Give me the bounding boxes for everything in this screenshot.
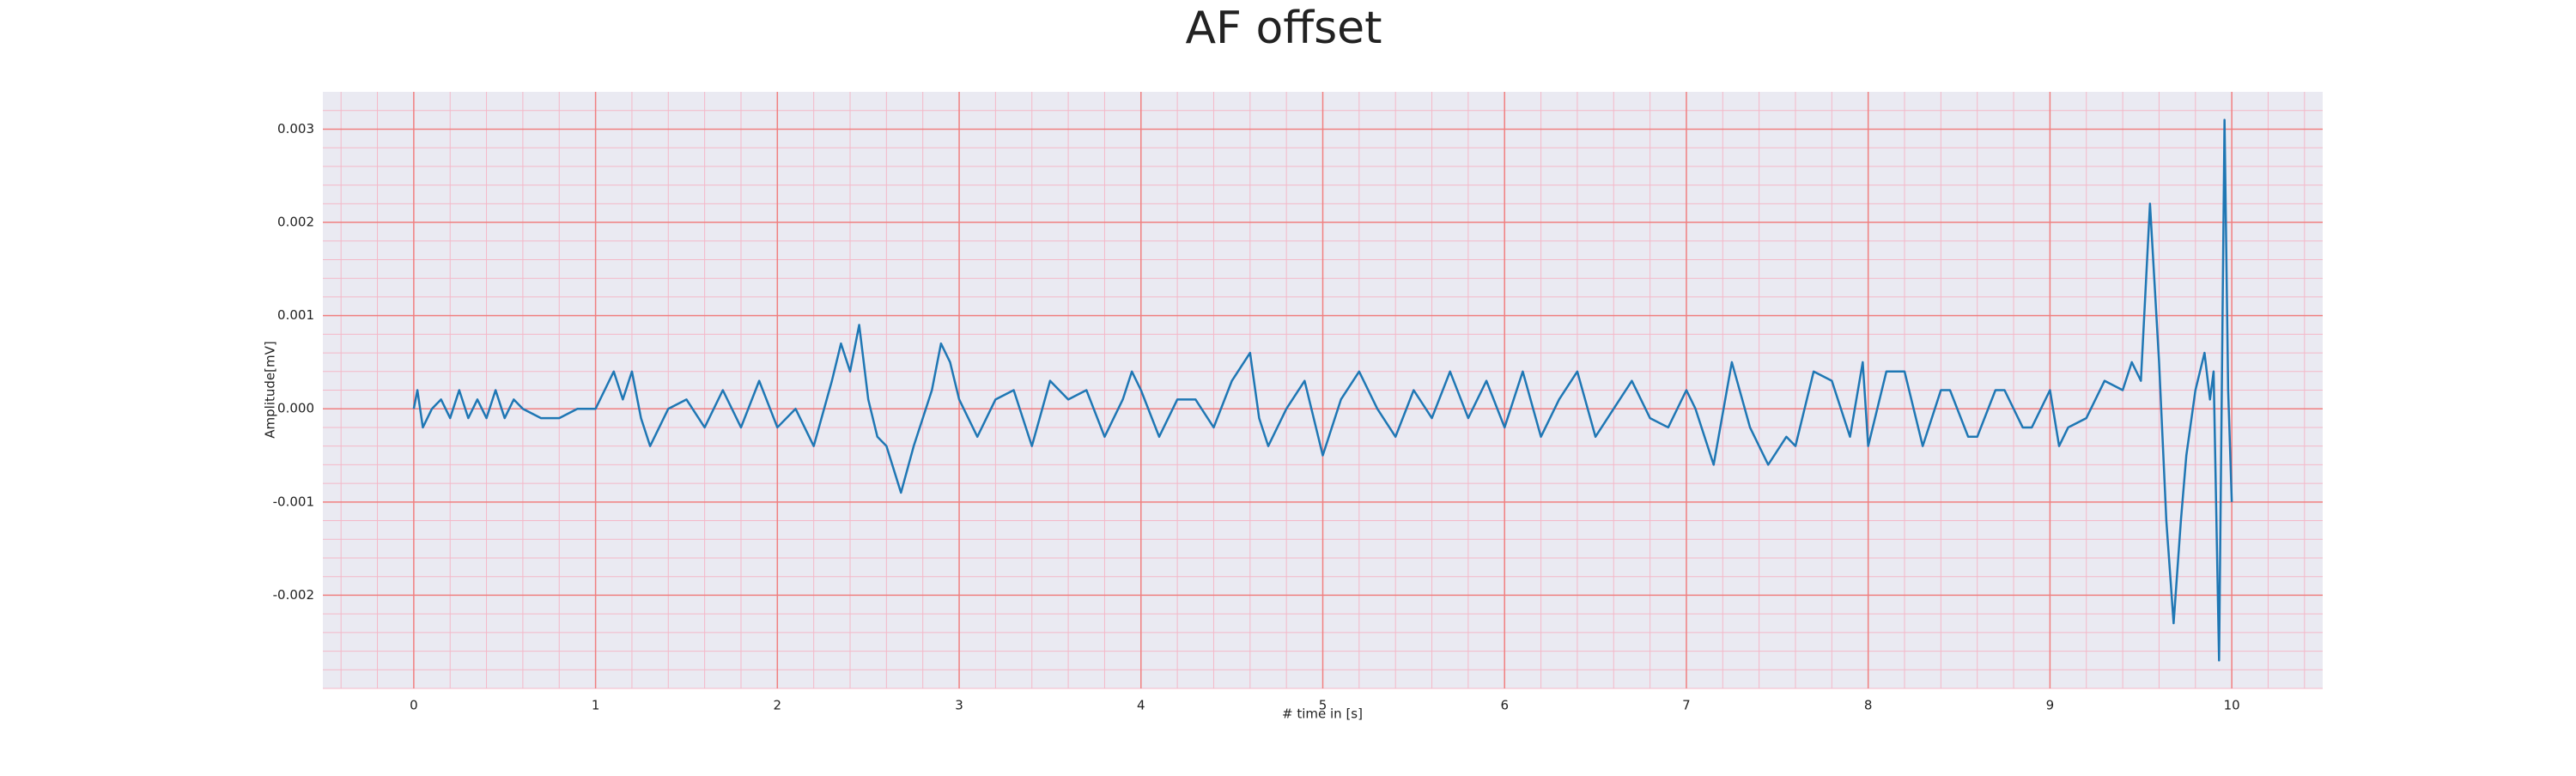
x-tick-label: 0 xyxy=(410,698,418,713)
chart-title: AF offset xyxy=(1185,3,1382,54)
y-tick-label: 0.002 xyxy=(277,215,314,230)
x-tick-label: 1 xyxy=(592,698,600,713)
x-tick-label: 8 xyxy=(1864,698,1873,713)
y-tick-label: 0.000 xyxy=(277,401,314,416)
signal-line xyxy=(412,118,2233,662)
x-tick-label: 5 xyxy=(1319,698,1327,713)
x-tick-label: 4 xyxy=(1137,698,1145,713)
y-axis-label: Amplitude[mV] xyxy=(263,341,278,438)
y-tick-label: -0.002 xyxy=(273,587,314,603)
x-tick-label: 2 xyxy=(774,698,782,713)
major-grid xyxy=(323,92,2323,688)
x-tick-label: 3 xyxy=(955,698,963,713)
x-tick-label: 10 xyxy=(2224,698,2240,713)
x-axis-label: # time in [s] xyxy=(1282,706,1363,722)
y-tick-label: 0.001 xyxy=(277,307,314,323)
y-tick-label: 0.003 xyxy=(277,121,314,136)
y-tick-label: -0.001 xyxy=(273,494,314,509)
x-tick-label: 9 xyxy=(2046,698,2055,713)
x-tick-label: 7 xyxy=(1682,698,1691,713)
x-tick-label: 6 xyxy=(1500,698,1509,713)
